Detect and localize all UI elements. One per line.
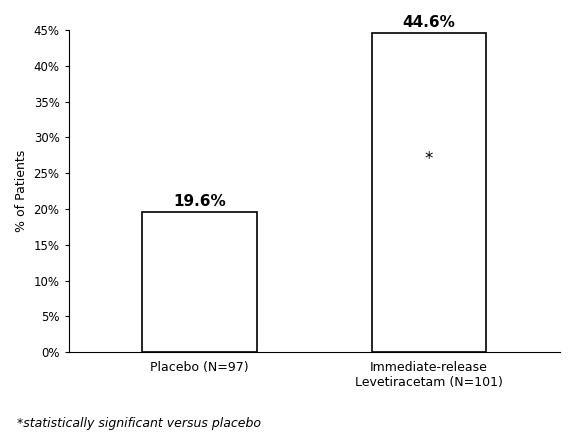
Text: 44.6%: 44.6%	[402, 15, 455, 30]
Y-axis label: % of Patients: % of Patients	[15, 150, 28, 232]
Bar	[371, 33, 486, 352]
Text: *: *	[425, 150, 433, 168]
Text: *statistically significant versus placebo: *statistically significant versus placeb…	[17, 417, 261, 430]
Bar	[142, 212, 257, 352]
Text: 19.6%: 19.6%	[173, 194, 226, 209]
